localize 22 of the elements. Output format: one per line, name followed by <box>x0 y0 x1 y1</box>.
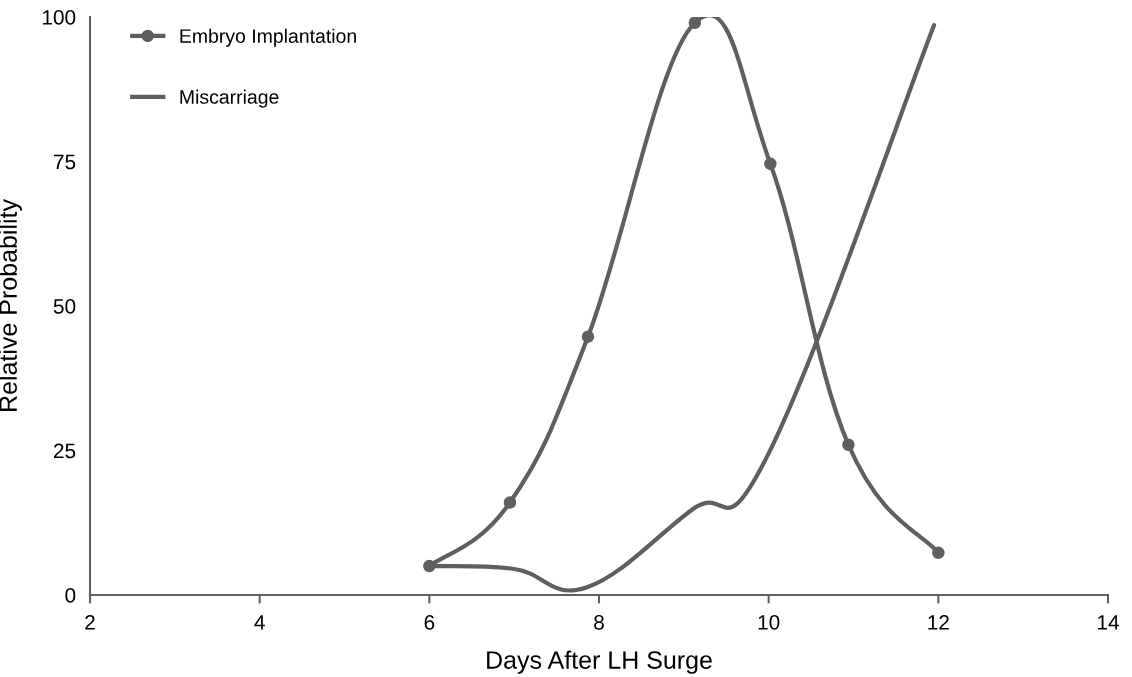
y-tick-label: 0 <box>65 588 76 603</box>
legend-label: Miscarriage <box>180 89 279 108</box>
x-tick-label: 14 <box>1098 615 1119 630</box>
point <box>932 546 945 560</box>
x-tick-label: 4 <box>254 615 265 630</box>
point <box>842 438 855 451</box>
x-tick-label: 2 <box>85 614 95 630</box>
y-tick-label: 75 <box>54 154 76 170</box>
x-tick-label: 10 <box>758 614 780 630</box>
point <box>503 496 517 509</box>
y-tick-label: 100 <box>42 10 76 25</box>
x-tick-label: 8 <box>594 614 604 630</box>
point <box>688 17 702 30</box>
point <box>423 559 436 573</box>
x-tick-label: 12 <box>928 614 949 630</box>
x-tick-label: 6 <box>424 614 435 630</box>
point <box>764 157 777 171</box>
point <box>581 330 595 343</box>
legend-label: Embryo Implantation <box>180 28 356 47</box>
x-axis-title: Days After LH Surge <box>487 650 712 674</box>
y-tick-label: 50 <box>53 299 76 314</box>
y-tick-label: 25 <box>53 443 76 459</box>
